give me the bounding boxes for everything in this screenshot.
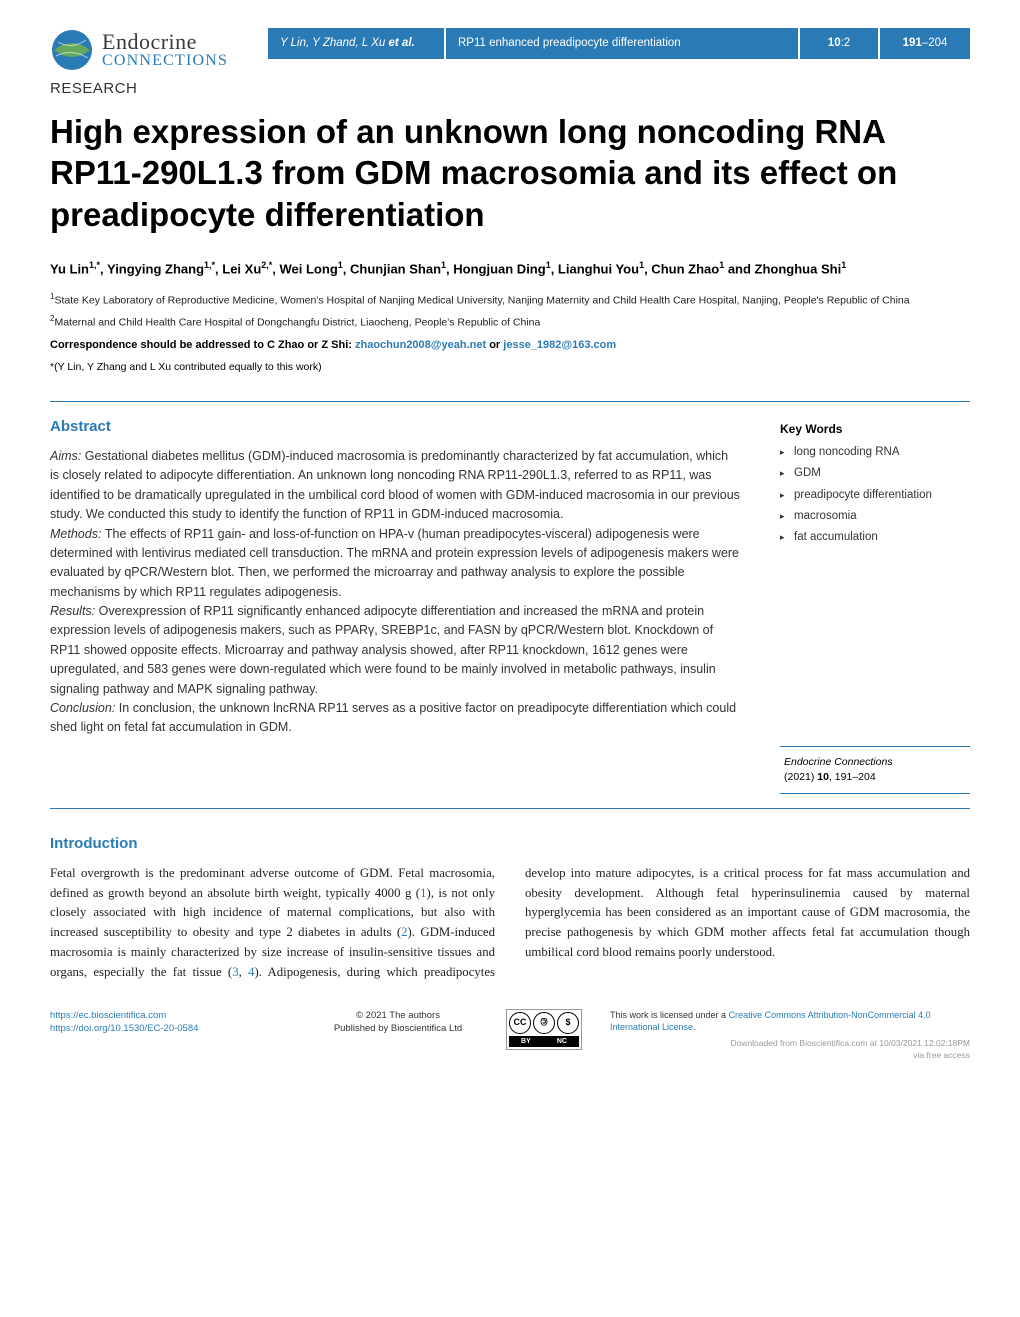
logo-line1: Endocrine [102,31,228,53]
header-cells: Y Lin, Y Zhand, L Xu et al. RP11 enhance… [268,28,970,59]
abstract-body: Aims: Gestational diabetes mellitus (GDM… [50,447,740,738]
authors-line: Yu Lin1,*, Yingying Zhang1,*, Lei Xu2,*,… [50,259,970,279]
volume-issue: :2 [841,37,851,49]
footer-copyright: © 2021 The authors Published by Bioscien… [308,1009,488,1036]
conclusion-label: Conclusion: [50,701,119,715]
header-etal: et al. [389,37,415,49]
intro-body: Fetal overgrowth is the predominant adve… [50,864,970,983]
methods-text: The effects of RP11 gain- and loss-of-fu… [50,527,739,599]
results-text: Overexpression of RP11 significantly enh… [50,604,716,696]
download-note: Downloaded from Bioscientifica.com at 10… [610,1038,970,1062]
keyword-item: macrosomia [780,508,970,525]
header-volume: 10:2 [800,28,880,59]
conclusion-text: In conclusion, the unknown lncRNA RP11 s… [50,701,736,734]
globe-icon [50,28,94,72]
keywords-heading: Key Words [780,422,970,436]
affiliations: 1State Key Laboratory of Reproductive Me… [50,291,970,332]
keyword-item: fat accumulation [780,529,970,546]
footer-license: This work is licensed under a Creative C… [610,1009,970,1062]
nc-icon: $ [557,1012,579,1034]
corr-email-2[interactable]: jesse_1982@163.com [503,339,616,351]
header-authors: Y Lin, Y Zhand, L Xu et al. [268,28,446,59]
keywords-list: long noncoding RNA GDM preadipocyte diff… [780,444,970,546]
header-pages: 191–204 [880,28,970,59]
cc-badge: CC 🄯 $ BY NC [506,1009,592,1051]
footer: https://ec.bioscientifica.com https://do… [50,1009,970,1062]
footer-url-1[interactable]: https://ec.bioscientifica.com [50,1009,290,1022]
cc-icon: CC [509,1012,531,1034]
license-pre: This work is licensed under a [610,1010,729,1020]
cc-by-label: BY [521,1037,531,1047]
abstract-row: Abstract Aims: Gestational diabetes mell… [50,418,970,794]
keyword-item: long noncoding RNA [780,444,970,461]
affiliation-1: 1State Key Laboratory of Reproductive Me… [50,291,970,309]
aims-label: Aims: [50,449,85,463]
download-text: Downloaded from Bioscientifica.com at 10… [730,1038,970,1048]
rule-bottom [50,808,970,809]
publisher-text: Published by Bioscientifica Ltd [308,1022,488,1035]
header-short-title: RP11 enhanced preadipocyte differentiati… [446,28,800,59]
by-icon: 🄯 [533,1012,555,1034]
abstract-column: Abstract Aims: Gestational diabetes mell… [50,418,740,794]
affiliation-2: 2Maternal and Child Health Care Hospital… [50,313,970,331]
copyright-text: © 2021 The authors [308,1009,488,1022]
keywords-column: Key Words long noncoding RNA GDM preadip… [780,418,970,794]
rule-top [50,401,970,402]
methods-label: Methods: [50,527,105,541]
logo-line2: CONNECTIONS [102,53,228,69]
footer-links: https://ec.bioscientifica.com https://do… [50,1009,290,1036]
equal-contribution: *(Y Lin, Y Zhang and L Xu contributed eq… [50,361,970,373]
correspondence: Correspondence should be addressed to C … [50,339,970,351]
volume-bold: 10 [828,37,841,49]
via-text: via free access [913,1050,970,1060]
footer-url-2[interactable]: https://doi.org/10.1530/EC-20-0584 [50,1022,290,1035]
citation-journal: Endocrine Connections [784,756,893,768]
page: Endocrine CONNECTIONS Y Lin, Y Zhand, L … [0,0,1020,1092]
corr-email-1[interactable]: zhaochun2008@yeah.net [355,339,486,351]
intro-heading: Introduction [50,835,970,852]
keyword-item: GDM [780,465,970,482]
pages-rest: –204 [922,37,948,49]
header-bar: Endocrine CONNECTIONS Y Lin, Y Zhand, L … [50,28,970,72]
citation-box: Endocrine Connections (2021) 10, 191–204 [780,746,970,793]
license-post: . [693,1022,696,1032]
cc-nc-label: NC [557,1037,567,1047]
abstract-heading: Abstract [50,418,740,435]
corr-or: or [486,339,503,351]
citation-rest: (2021) 10, 191–204 [784,771,876,783]
keyword-item: preadipocyte differentiation [780,487,970,504]
aims-text: Gestational diabetes mellitus (GDM)-indu… [50,449,740,521]
article-title: High expression of an unknown long nonco… [50,111,970,235]
results-label: Results: [50,604,99,618]
journal-logo: Endocrine CONNECTIONS [50,28,260,72]
pages-bold: 191 [903,37,922,49]
header-authors-short: Y Lin, Y Zhand, L Xu [280,37,389,49]
corr-prefix: Correspondence should be addressed to C … [50,339,355,351]
section-label: RESEARCH [50,80,970,97]
